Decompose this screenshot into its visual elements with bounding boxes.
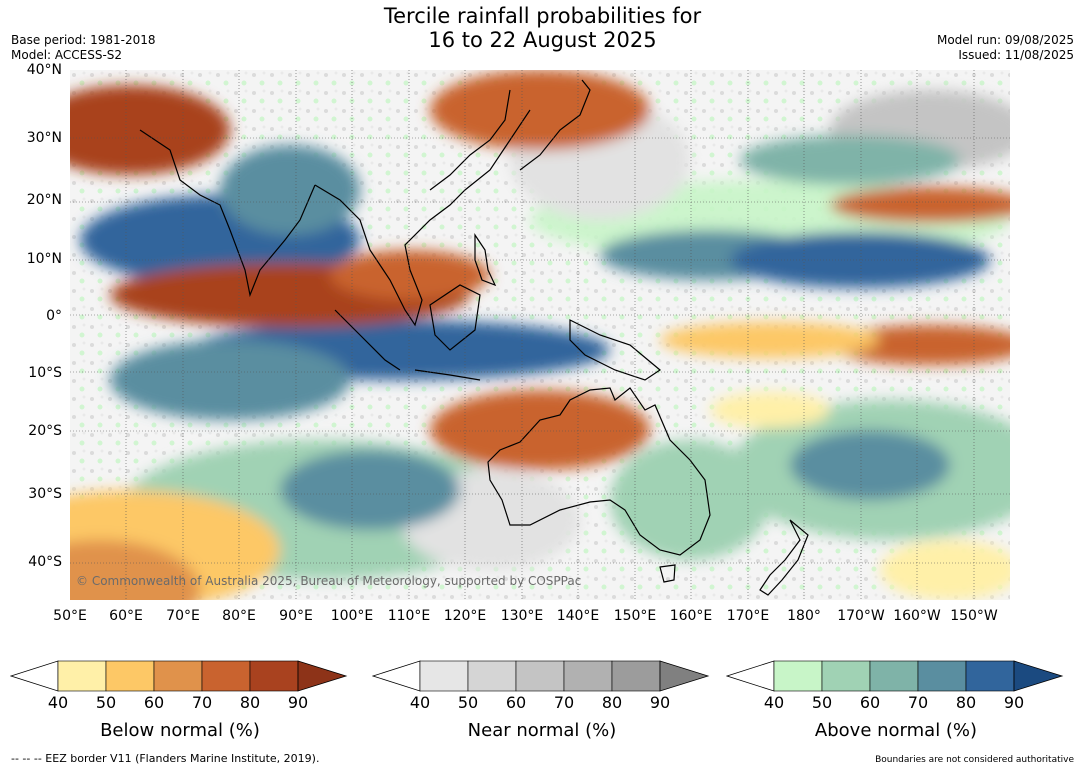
base-period: Base period: 1981-2018 [11,33,156,47]
colorbar-extend-low [372,660,421,692]
colorbar-segment [153,660,203,692]
lon-label: 110°E [387,608,431,624]
colorbar-tick-label: 90 [1003,693,1025,712]
lat-label: 10°N [26,251,62,267]
colorbar-segment [419,660,469,692]
colorbar-tick-label: 60 [505,693,527,712]
probability-map: © Commonwealth of Australia 2025, Bureau… [70,70,1010,600]
java-coast [414,369,481,381]
title-line-2: 16 to 22 August 2025 [428,28,657,52]
lon-label: 100°E [330,608,374,624]
lon-label: 170°W [837,608,885,624]
colorbar-tick-label: 60 [143,693,165,712]
colorbar-tick-label: 70 [553,693,575,712]
lat-label: 20°N [26,192,62,208]
meta-left: Base period: 1981-2018 Model: ACCESS-S2 [11,33,156,63]
tasmania-coast [659,564,676,583]
lon-label: 130°E [500,608,544,624]
colorbar-tick-label: 80 [239,693,261,712]
sumatra-coast [334,309,401,371]
lon-label: 80°E [222,608,256,624]
china-coast [429,89,511,191]
colorbar-segment [917,660,967,692]
colorbar-segment [467,660,517,692]
new-zealand-coast [759,519,809,596]
meta-right: Model run: 09/08/2025 Issued: 11/08/2025 [937,33,1074,63]
below-normal-title: Below normal (%) [100,720,260,741]
colorbar-tick-label: 80 [601,693,623,712]
colorbar-extend-high [297,660,348,692]
lat-label: 0° [46,308,62,324]
near-normal-colorbar [372,660,710,692]
colorbar-segment [563,660,613,692]
colorbar-extend-high [1013,660,1064,692]
lon-label: 150°W [950,608,998,624]
india-coast [139,129,316,298]
colorbar-tick-label: 40 [409,693,431,712]
lat-label: 30°S [28,486,62,502]
graticule [70,70,1010,600]
lon-label: 60°E [109,608,143,624]
model-run: Model run: 09/08/2025 [936,33,1074,47]
colorbar-segment [105,660,155,692]
copyright-notice: © Commonwealth of Australia 2025, Bureau… [76,574,582,588]
colorbar-tick-label: 90 [287,693,309,712]
colorbar-extend-low [726,660,775,692]
colorbar-tick-label: 50 [811,693,833,712]
above-normal-title: Above normal (%) [814,720,978,741]
lon-label: 160°W [893,608,941,624]
lat-label: 10°S [28,365,62,381]
australia-coast [487,387,711,556]
lon-label: 160°E [669,608,713,624]
lon-label: 120°E [443,608,487,624]
colorbar-tick-label: 40 [763,693,785,712]
lon-label: 50°E [53,608,87,624]
colorbar-segment [57,660,107,692]
colorbar-tick-label: 60 [859,693,881,712]
coastlines-lines [139,79,809,596]
se-asia-coast [314,109,531,327]
colorbar-segment [249,660,299,692]
boundary-disclaimer: Boundaries are not considered authoritat… [875,755,1074,765]
lon-label: 70°E [166,608,200,624]
issued-date: Issued: 11/08/2025 [958,48,1074,62]
title-line-1: Tercile rainfall probabilities for [383,4,702,28]
probability-field [70,70,1010,600]
lat-label: 20°S [28,423,62,439]
colorbar-tick-label: 50 [457,693,479,712]
colorbar-tick-label: 70 [907,693,929,712]
colorbar-segment [773,660,823,692]
colorbar-segment [201,660,251,692]
colorbar-segment [515,660,565,692]
colorbar-segment [869,660,919,692]
colorbar-extend-low [10,660,59,692]
model-name: Model: ACCESS-S2 [11,48,123,62]
lat-label: 40°N [26,62,62,78]
below-normal-colorbar [10,660,348,692]
above-normal-colorbar [726,660,1064,692]
eez-note: -- -- -- EEZ border V11 (Flanders Marine… [11,752,320,765]
lon-label: 150°E [613,608,657,624]
lat-label: 30°N [26,130,62,146]
colorbar-segment [821,660,871,692]
lat-label: 40°S [28,554,62,570]
colorbar-segment [611,660,661,692]
colorbar-extend-high [659,660,710,692]
map-title: Tercile rainfall probabilities for 16 to… [0,4,1085,52]
colorbar-tick-label: 40 [47,693,69,712]
colorbar-tick-label: 90 [649,693,671,712]
colorbar-tick-label: 80 [955,693,977,712]
japan-coast [519,79,591,171]
borneo-coast [429,284,481,351]
colorbar-segment [965,660,1015,692]
lon-label: 170°E [726,608,770,624]
near-normal-title: Near normal (%) [467,720,617,741]
lon-label: 180° [787,608,821,624]
new-guinea-coast [569,319,662,381]
lon-label: 90°E [279,608,313,624]
colorbar-tick-label: 70 [191,693,213,712]
colorbar-tick-label: 50 [95,693,117,712]
lon-label: 140°E [556,608,600,624]
